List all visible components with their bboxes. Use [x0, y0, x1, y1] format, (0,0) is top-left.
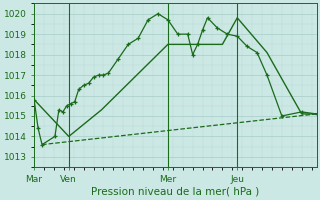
X-axis label: Pression niveau de la mer( hPa ): Pression niveau de la mer( hPa )	[91, 187, 260, 197]
